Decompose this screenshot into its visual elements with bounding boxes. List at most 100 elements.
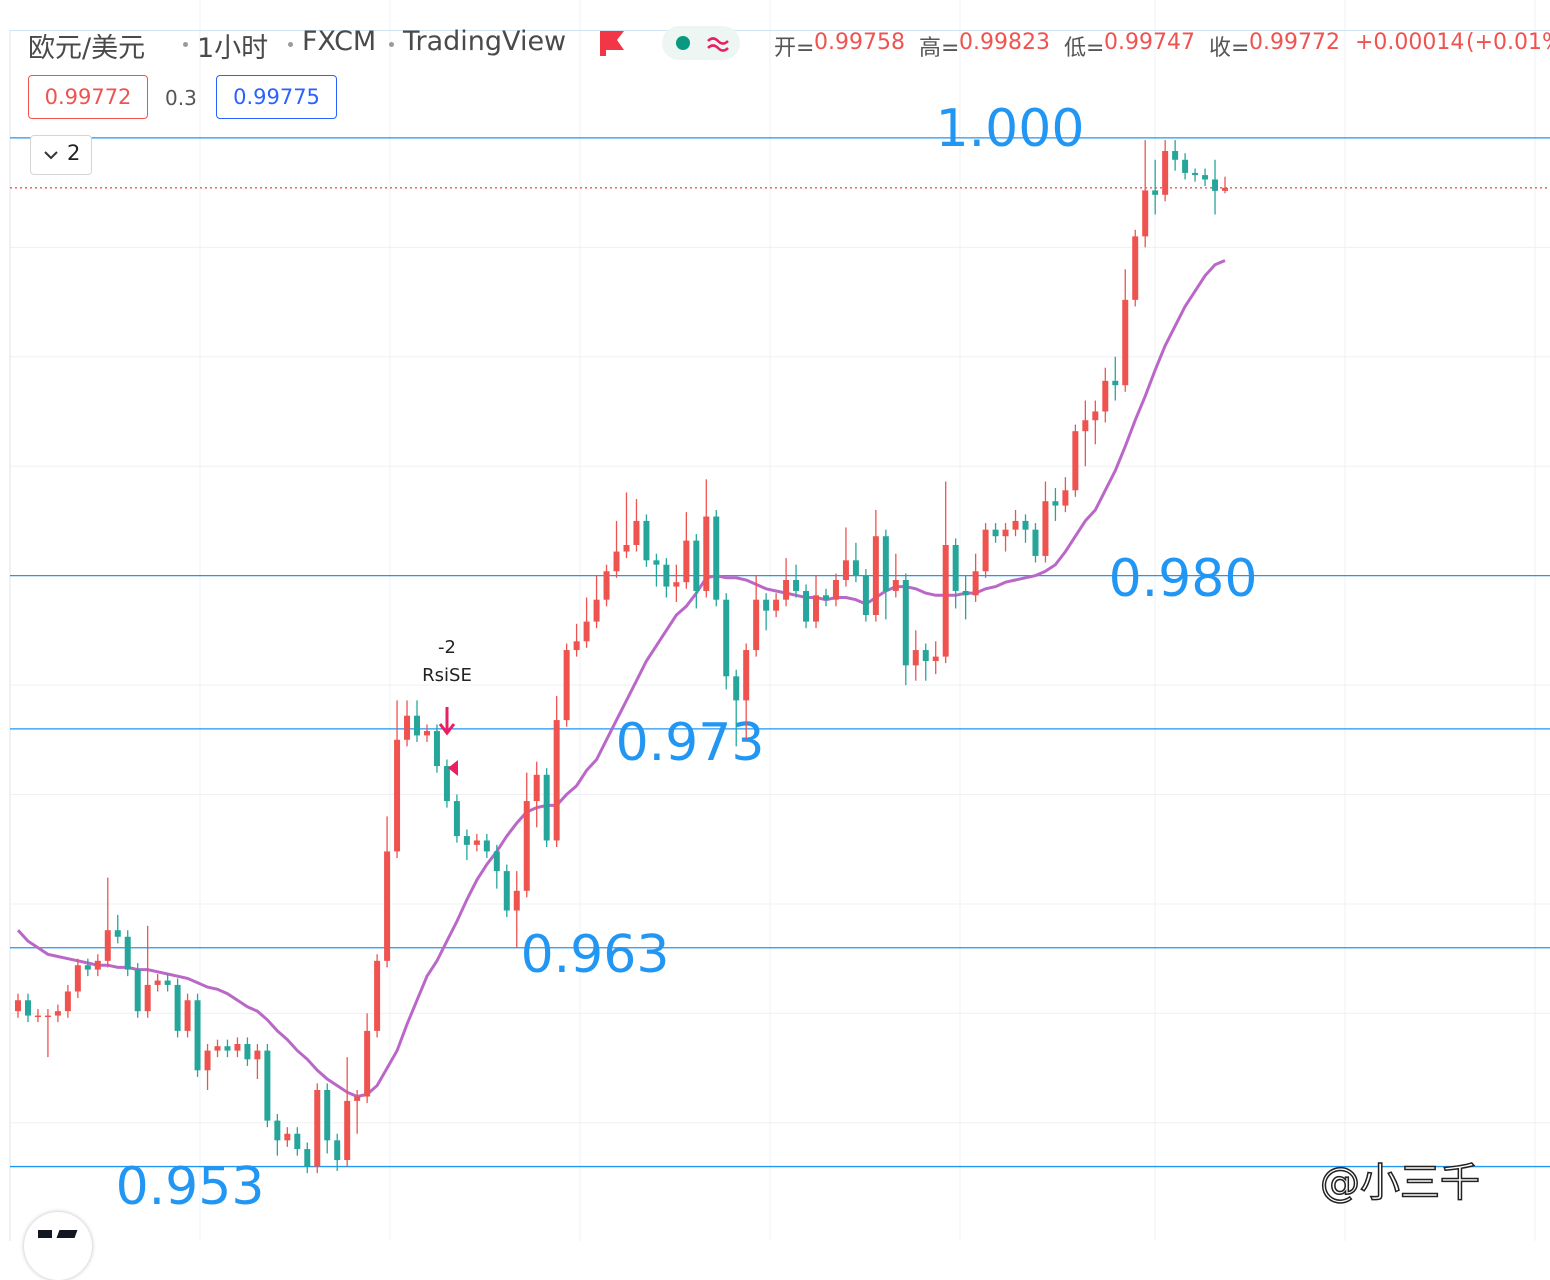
candle-body [94,960,101,970]
level-label: 1.000 [936,99,1085,159]
moving-average [16,259,1226,1099]
candle-body [743,650,750,701]
candle-body [344,1100,351,1161]
candle-body [1062,490,1069,506]
candle-body [1192,172,1199,176]
candle-body [274,1120,281,1141]
candle-body [264,1050,271,1121]
candle-body [872,536,879,616]
logo[interactable] [24,1212,92,1280]
exchange: FXCM [302,26,377,57]
candle-body [922,650,929,661]
candle-body [1092,411,1099,421]
candle-body [892,580,899,591]
candle-body [1132,236,1139,300]
candle-body [144,984,151,1012]
candle-body [573,641,580,651]
candle-body [174,984,181,1031]
candle-body [803,590,810,622]
candle-body [653,560,660,565]
candle-body [1002,529,1009,537]
candle-body [643,520,650,561]
candle-body [703,516,710,591]
candle-body [1022,520,1029,530]
candle-body [723,599,730,677]
candle-body [234,1044,241,1051]
candle-body [563,650,570,721]
spread: 0.3 [165,86,197,110]
flag-icon[interactable] [598,28,628,58]
candle-body [423,731,430,736]
change-percent: (+0.01% [1466,30,1550,55]
candle-body [1012,520,1019,530]
candle-body [433,731,440,767]
candle-body [553,720,560,841]
candle-body [962,590,969,596]
status-pill[interactable] [662,26,740,60]
signal-name: RsiSE [422,665,472,686]
open-value: 0.99758 [814,30,905,55]
candle-body [1082,420,1089,432]
separator [288,42,293,47]
candle-body [394,739,401,852]
candle-body [1172,151,1179,160]
candle-body [1212,179,1219,191]
candle-body [972,571,979,596]
candle-body [184,1000,191,1031]
chart: 1.000 0.980 0.973 0.963 0.953 [9,0,1550,1241]
candle-body [852,560,859,576]
signal-arrow [438,707,456,736]
candle-body [603,571,610,600]
candle-body [194,1000,201,1071]
candle-body [623,544,630,552]
separator [389,42,394,47]
low-label: 低= [1064,36,1105,61]
candle-body [593,599,600,622]
candle-body [443,766,450,802]
high-value: 0.99823 [959,30,1050,55]
candle-body [992,529,999,537]
ask-price[interactable]: 0.99775 [216,75,337,119]
candle-body [453,801,460,837]
header-rule [10,30,1550,31]
close-label: 收= [1209,36,1250,61]
candle-body [24,1000,31,1016]
bid-price[interactable]: 0.99772 [28,75,148,119]
candle-body [1222,187,1228,191]
candle-body [1072,431,1079,491]
change: +0.00014 [1355,30,1465,55]
indicator-toggle[interactable]: 2 [30,135,92,175]
separator [183,42,188,47]
open-label: 开= [774,36,815,61]
candle-body [822,595,829,600]
candle-body [663,564,670,587]
page: 1.000 0.980 0.973 0.963 0.953 欧元/美元 1小时 FXCM… [9,0,1550,1241]
candle-body [1122,299,1129,386]
candle-body [583,621,590,642]
candle-body [224,1046,231,1051]
candle-body [463,836,470,845]
candle-body [1142,190,1149,237]
candle-body [404,715,411,740]
candle-body [124,936,131,970]
candle-body [84,965,91,970]
candle-body [1102,380,1109,412]
candle-body [304,1149,311,1167]
candle-body [364,1030,371,1097]
candle-body [912,650,919,666]
candle-body [613,551,620,572]
candle-body [942,544,949,657]
level-label: 0.963 [521,925,670,985]
candle-body [763,599,770,611]
candle-body [693,540,700,591]
candle-body [1152,190,1159,195]
candle-body [523,801,530,891]
candle-body [1182,159,1189,173]
candle-body [164,980,171,985]
candle-body [733,676,740,701]
close-value: 0.99772 [1249,30,1340,55]
candle-body [862,575,869,616]
candle-body [154,980,161,985]
candle-body [1042,501,1049,556]
candle-body [324,1089,331,1141]
